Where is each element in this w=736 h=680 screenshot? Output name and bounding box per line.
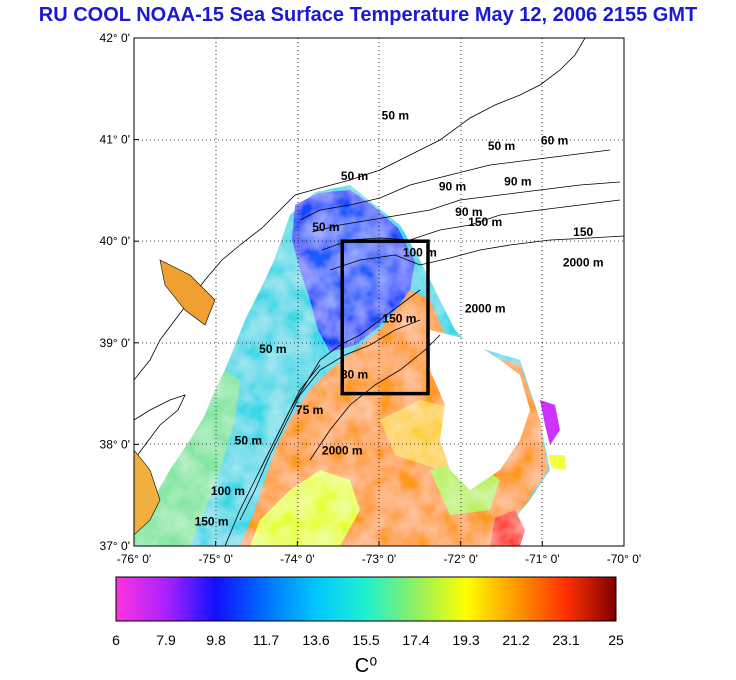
contour-label: 50 m xyxy=(488,139,515,153)
colorbar-tick-label: 7.9 xyxy=(156,632,176,648)
contour-label: 2000 m xyxy=(322,444,363,458)
contour-label: 80 m xyxy=(341,367,368,381)
colorbar-tick-label: 9.8 xyxy=(206,632,226,648)
colorbar-ticks: 6 7.9 9.8 11.7 13.6 15.5 17.4 19.3 21.2 23.1 25 xyxy=(112,632,624,648)
contour-150m xyxy=(321,199,621,251)
lat-tick-label: 38° 0' xyxy=(100,437,130,451)
contour-label: 150 m xyxy=(195,515,229,529)
latitude-axis: 42° 0' 41° 0' 40° 0' 39° 0' 38° 0' 37° 0' xyxy=(100,31,139,553)
contour-100m xyxy=(239,319,421,521)
colorbar-tick-label: 21.2 xyxy=(502,632,529,648)
offshore-warm-patch xyxy=(548,455,566,470)
lon-tick-label: -72° 0' xyxy=(443,552,477,566)
chesapeake-bay xyxy=(134,449,161,536)
contour-label: 2000 m xyxy=(563,256,604,270)
contour-label: 50 m xyxy=(341,169,368,183)
lat-tick-label: 39° 0' xyxy=(100,336,130,350)
lat-tick-label: 40° 0' xyxy=(100,234,130,248)
contour-label-group: 50 m 50 m 50 m 50 m 50 m 50 m 90 m 90 m 90 m 60 m… xyxy=(195,108,604,528)
colorbar-tick-label: 13.6 xyxy=(302,632,329,648)
contour-label: 100 m xyxy=(403,245,437,259)
cold-water-core xyxy=(305,205,395,320)
contour-label: 150 xyxy=(573,225,593,239)
hot-spot xyxy=(490,510,525,546)
contour-label: 90 m xyxy=(455,205,482,219)
contour-label: 50 m xyxy=(235,433,262,447)
colorbar-tick-label: 19.3 xyxy=(452,632,479,648)
warm-patch-yellow xyxy=(250,470,360,546)
lon-tick-label: -76° 0' xyxy=(117,552,151,566)
contour-2000m-south xyxy=(309,334,441,461)
lon-tick-label: -70° 0' xyxy=(607,552,641,566)
cloud-mask xyxy=(430,330,530,490)
far-offshore-cold-patch xyxy=(540,400,560,445)
lon-tick-label: -75° 0' xyxy=(198,552,232,566)
contour-label: 150 m xyxy=(468,215,502,229)
colorbar-tick-label: 25 xyxy=(608,632,624,648)
land-mass xyxy=(134,38,586,381)
lat-tick-label: 42° 0' xyxy=(100,31,130,45)
colorbar-tick-label: 6 xyxy=(112,632,120,648)
colorbar-unit-label: C⁰ xyxy=(355,655,377,677)
contour-90m xyxy=(311,181,621,233)
contour-2000m-north xyxy=(329,235,624,271)
colorbar-tick-label: 17.4 xyxy=(402,632,429,648)
contour-label: 50 m xyxy=(259,342,286,356)
bathymetry-contours xyxy=(224,149,624,546)
study-area-box xyxy=(340,239,430,396)
map-title: RU COOL NOAA-15 Sea Surface Temperature … xyxy=(38,4,698,26)
longitude-axis: -76° 0' -75° 0' -74° 0' -73° 0' -72° 0' -71° … xyxy=(117,541,641,566)
contour-label: 2000 m xyxy=(465,301,506,315)
colorbar-tick-label: 15.5 xyxy=(352,632,379,648)
colorbar xyxy=(115,576,617,622)
graticule xyxy=(134,38,624,546)
contour-50m xyxy=(299,149,611,221)
colorbar-tick-label: 23.1 xyxy=(552,632,579,648)
contour-label: 50 m xyxy=(382,108,409,122)
nearshore-band xyxy=(134,370,240,546)
contour-label: 90 m xyxy=(439,179,466,193)
sst-field: 50 m 50 m 50 m 50 m 50 m 50 m 90 m 90 m 90 m 60 m… xyxy=(134,38,624,546)
lon-tick-label: -74° 0' xyxy=(280,552,314,566)
lon-tick-label: -73° 0' xyxy=(362,552,396,566)
contour-label: 50 m xyxy=(312,220,339,234)
delaware-bay xyxy=(159,259,216,326)
lat-tick-label: 37° 0' xyxy=(100,539,130,553)
contour-label: 100 m xyxy=(211,484,245,498)
contour-150m-south xyxy=(224,364,321,546)
lat-tick-label: 41° 0' xyxy=(100,133,130,147)
contour-label: 75 m xyxy=(296,403,323,417)
contour-label: 60 m xyxy=(541,134,568,148)
colorbar-tick-label: 11.7 xyxy=(253,632,279,648)
contour-label: 90 m xyxy=(504,174,531,188)
contour-label: 150 m xyxy=(382,311,416,325)
lon-tick-label: -71° 0' xyxy=(525,552,559,566)
